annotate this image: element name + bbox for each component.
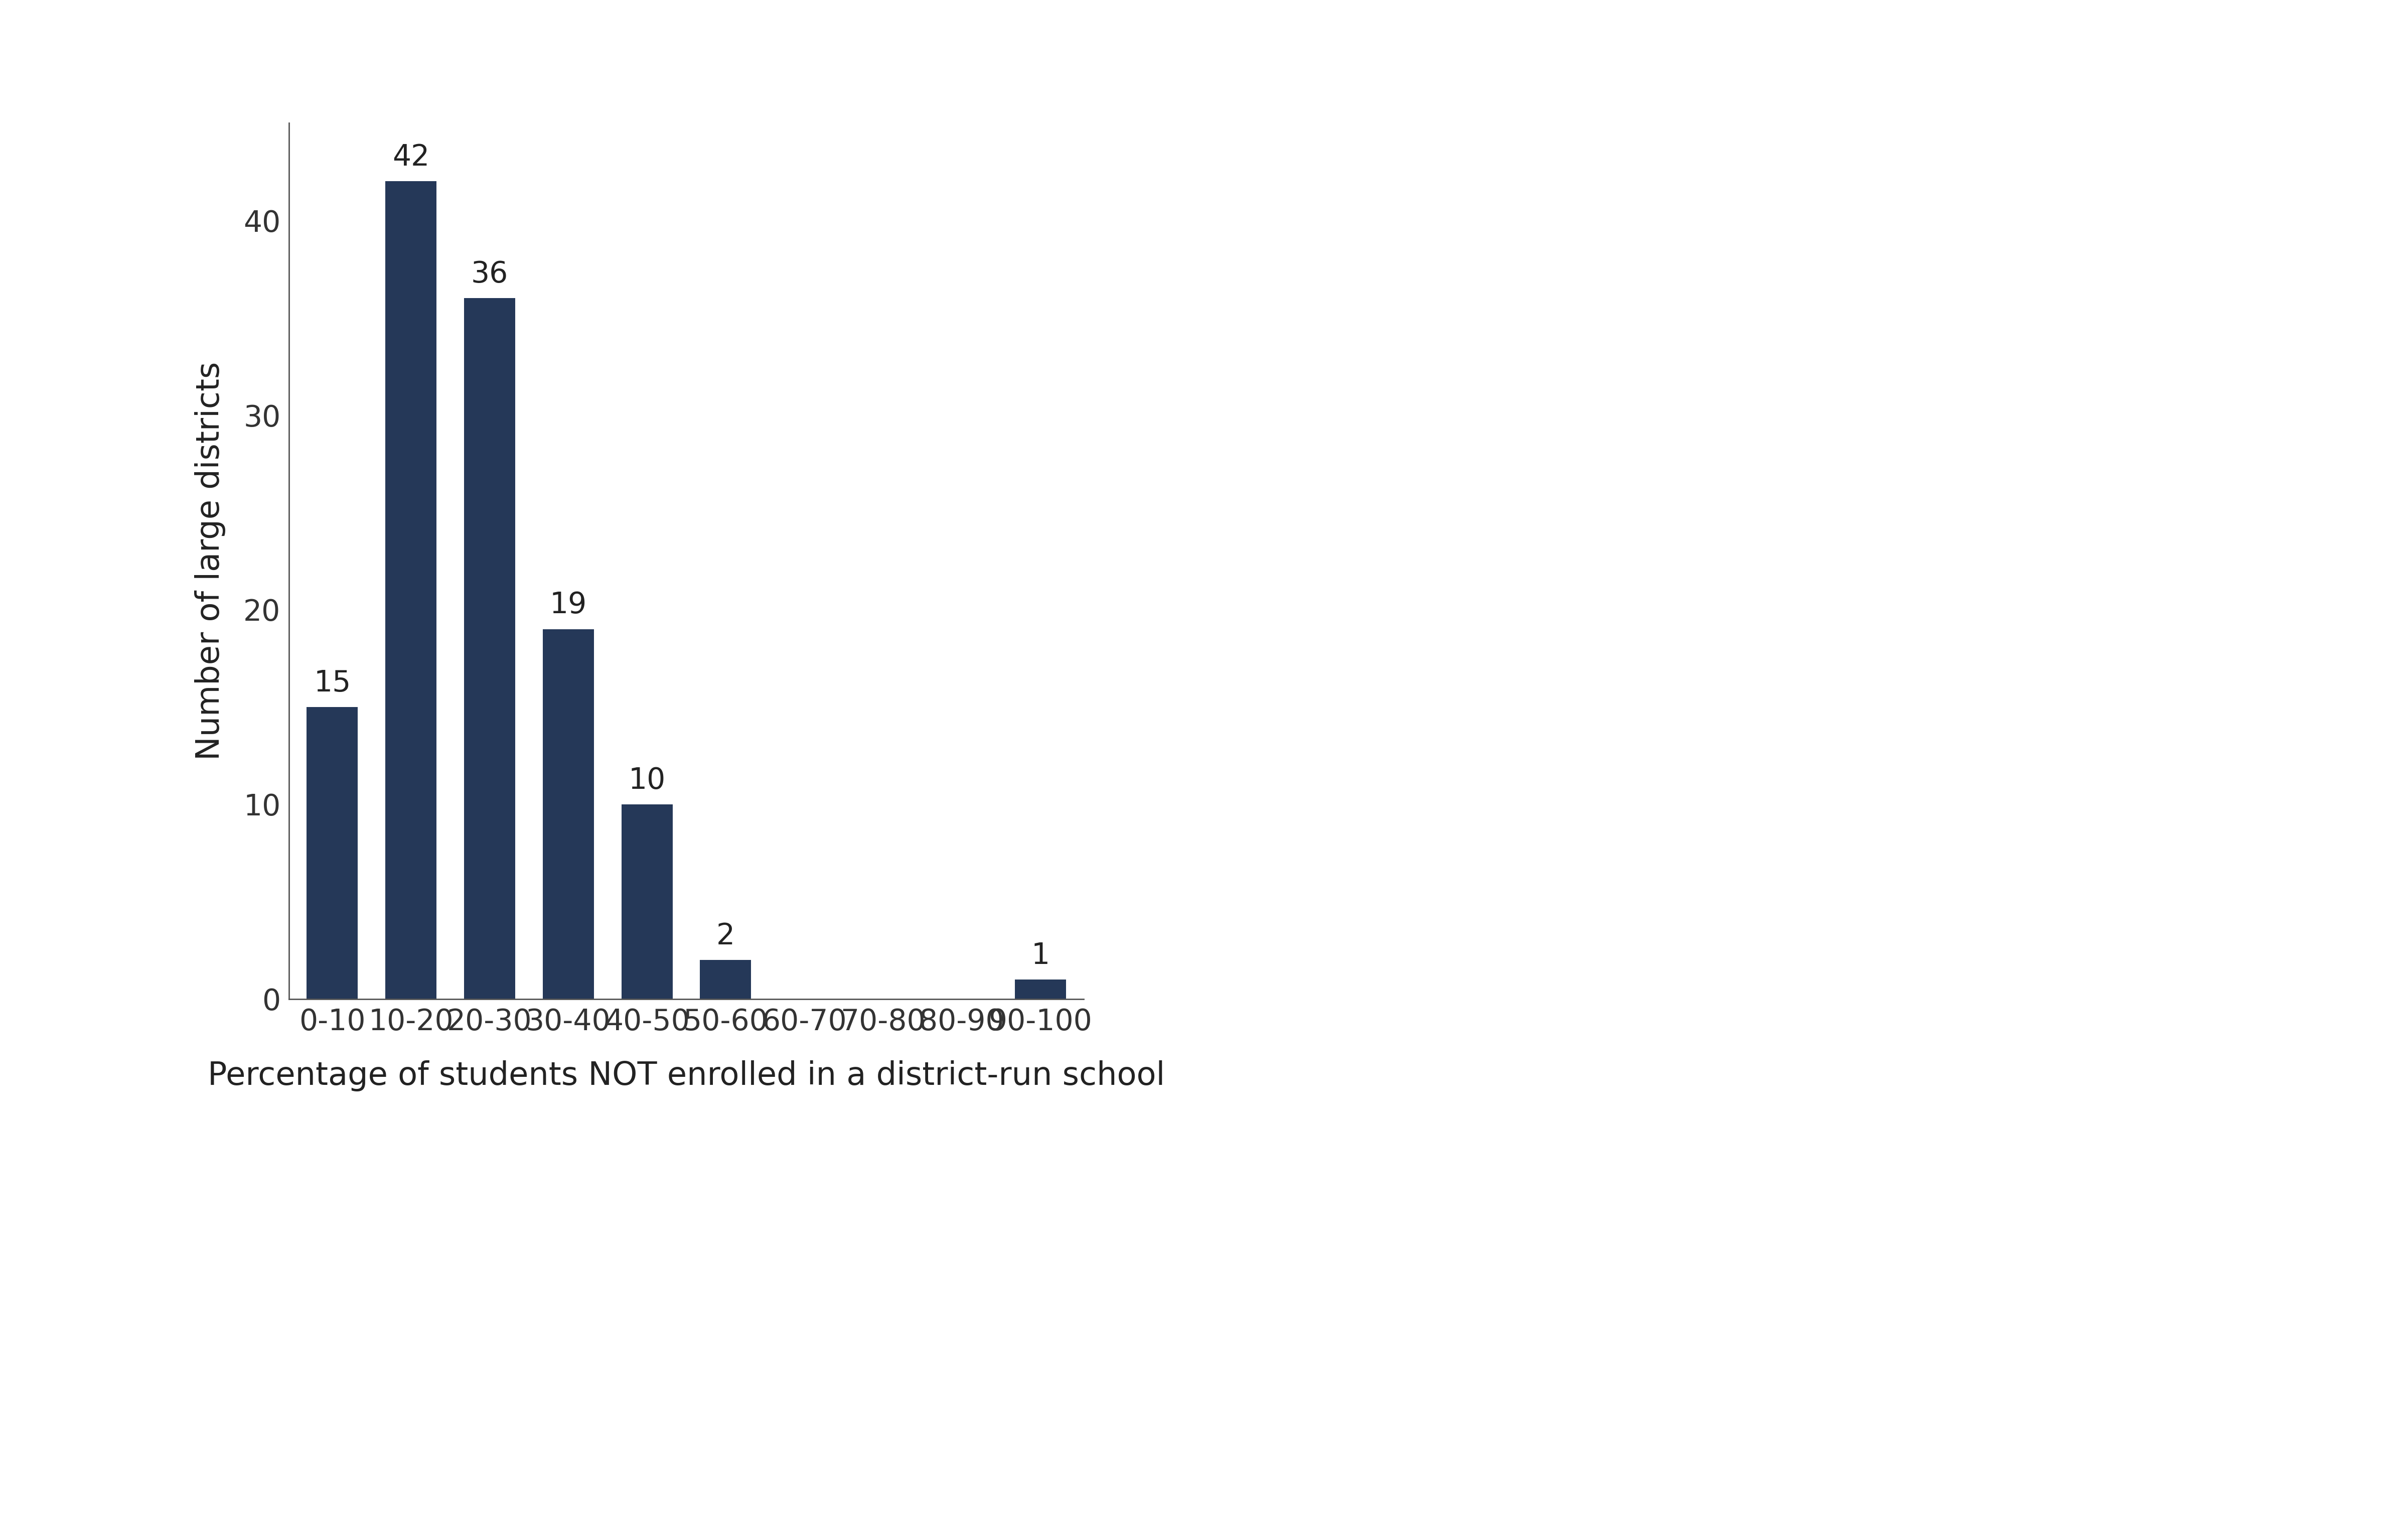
Text: 36: 36: [472, 260, 508, 289]
Text: 42: 42: [393, 143, 429, 172]
Y-axis label: Number of large districts: Number of large districts: [195, 361, 226, 761]
Bar: [701, 961, 751, 999]
Bar: [542, 629, 595, 999]
Text: 2: 2: [715, 922, 734, 950]
Bar: [306, 707, 359, 999]
Bar: [1014, 979, 1067, 999]
Text: 10: 10: [628, 765, 665, 795]
Text: 15: 15: [313, 669, 352, 698]
Bar: [621, 804, 672, 999]
Text: 1: 1: [1031, 941, 1050, 970]
Text: 19: 19: [549, 590, 588, 619]
Bar: [465, 298, 515, 999]
Bar: [385, 181, 436, 999]
X-axis label: Percentage of students NOT enrolled in a district-run school: Percentage of students NOT enrolled in a…: [207, 1061, 1165, 1091]
